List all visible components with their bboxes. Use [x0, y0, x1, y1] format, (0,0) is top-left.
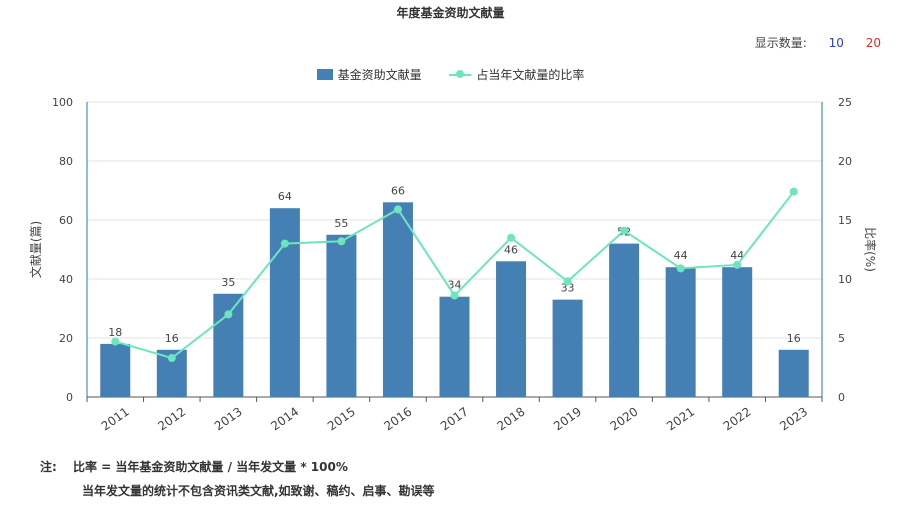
- rate-point: [111, 337, 120, 346]
- bar-data-label: 66: [391, 184, 405, 197]
- display-count-selector: 显示数量: 10 20: [755, 34, 881, 51]
- bar-data-label: 35: [221, 276, 235, 289]
- bar: [722, 267, 753, 397]
- display-count-option-20[interactable]: 20: [865, 36, 881, 50]
- y2-tick-label: 5: [838, 332, 845, 345]
- rate-point: [337, 237, 346, 246]
- rate-point: [563, 277, 572, 286]
- bar-data-label: 33: [561, 282, 575, 295]
- y2-tick-label: 0: [838, 391, 845, 404]
- rate-point: [507, 233, 516, 242]
- x-tick-label: 2017: [438, 405, 471, 434]
- legend-item-bar[interactable]: 基金资助文献量: [316, 66, 422, 83]
- bar: [439, 296, 470, 397]
- y2-tick-label: 10: [838, 273, 852, 286]
- x-tick-label: 2013: [212, 405, 245, 434]
- rate-point: [789, 187, 798, 196]
- bar-data-label: 16: [787, 332, 801, 345]
- x-tick-label: 2019: [551, 405, 584, 434]
- x-tick-label: 2012: [155, 405, 188, 434]
- x-tick-label: 2015: [325, 405, 358, 434]
- y-tick-label: 100: [52, 96, 73, 109]
- bar-data-label: 64: [278, 190, 292, 203]
- y-tick-label: 0: [66, 391, 73, 404]
- rate-point: [676, 264, 685, 273]
- legend-line-label: 占当年文献量的比率: [476, 68, 585, 82]
- bar: [609, 243, 640, 397]
- x-tick-label: 2020: [608, 405, 641, 434]
- note-label: 注:: [40, 460, 57, 474]
- legend-bar-label: 基金资助文献量: [337, 68, 422, 82]
- bar: [213, 293, 244, 397]
- x-tick-label: 2018: [495, 405, 528, 434]
- display-count-option-10[interactable]: 10: [828, 36, 844, 50]
- bar-data-label: 44: [730, 249, 744, 262]
- y-tick-label: 60: [59, 214, 73, 227]
- y2-tick-label: 25: [838, 96, 852, 109]
- note-line-2: 当年发文量的统计不包含资讯类文献,如致谢、稿约、启事、勘误等: [82, 484, 435, 498]
- bar-data-label: 46: [504, 243, 518, 256]
- legend-line-swatch-icon: [449, 69, 472, 80]
- bar: [665, 267, 696, 397]
- bar: [552, 299, 583, 397]
- x-tick-label: 2016: [381, 405, 414, 434]
- chart-legend: 基金资助文献量 占当年文献量的比率: [0, 66, 901, 83]
- chart-title: 年度基金资助文献量: [396, 6, 505, 20]
- display-count-label: 显示数量:: [754, 36, 807, 50]
- legend-item-line[interactable]: 占当年文献量的比率: [449, 66, 584, 83]
- y-tick-label: 80: [59, 155, 73, 168]
- bar: [269, 208, 300, 397]
- y-tick-label: 40: [59, 273, 73, 286]
- bar: [778, 349, 809, 397]
- note-line-1: 注: 比率 = 当年基金资助文献量 / 当年发文量 * 100%: [40, 458, 348, 475]
- rate-point: [167, 354, 176, 363]
- bar: [326, 234, 357, 397]
- rate-point: [224, 310, 233, 319]
- x-tick-label: 2021: [664, 405, 697, 434]
- y-tick-label: 20: [59, 332, 73, 345]
- note-formula: 比率 = 当年基金资助文献量 / 当年发文量 * 100%: [73, 460, 348, 474]
- y2-tick-label: 20: [838, 155, 852, 168]
- rate-point: [450, 291, 459, 300]
- bar: [382, 202, 413, 397]
- bar-data-label: 18: [108, 326, 122, 339]
- y2-tick-label: 15: [838, 214, 852, 227]
- rate-point: [280, 239, 289, 248]
- bar-data-label: 55: [334, 217, 348, 230]
- rate-point: [620, 226, 629, 235]
- rate-point: [733, 260, 742, 269]
- legend-bar-swatch-icon: [316, 69, 333, 80]
- bar-data-label: 44: [674, 249, 688, 262]
- bar: [496, 261, 527, 397]
- x-tick-label: 2023: [777, 405, 810, 434]
- y-axis-title: 文献量(篇): [28, 221, 43, 278]
- y2-axis-title: 比率(%): [863, 227, 878, 272]
- x-tick-label: 2022: [721, 405, 754, 434]
- bar-data-label: 16: [165, 332, 179, 345]
- x-tick-label: 2011: [99, 405, 132, 434]
- bar: [100, 343, 131, 397]
- rate-point: [393, 205, 402, 214]
- x-tick-label: 2014: [268, 405, 301, 434]
